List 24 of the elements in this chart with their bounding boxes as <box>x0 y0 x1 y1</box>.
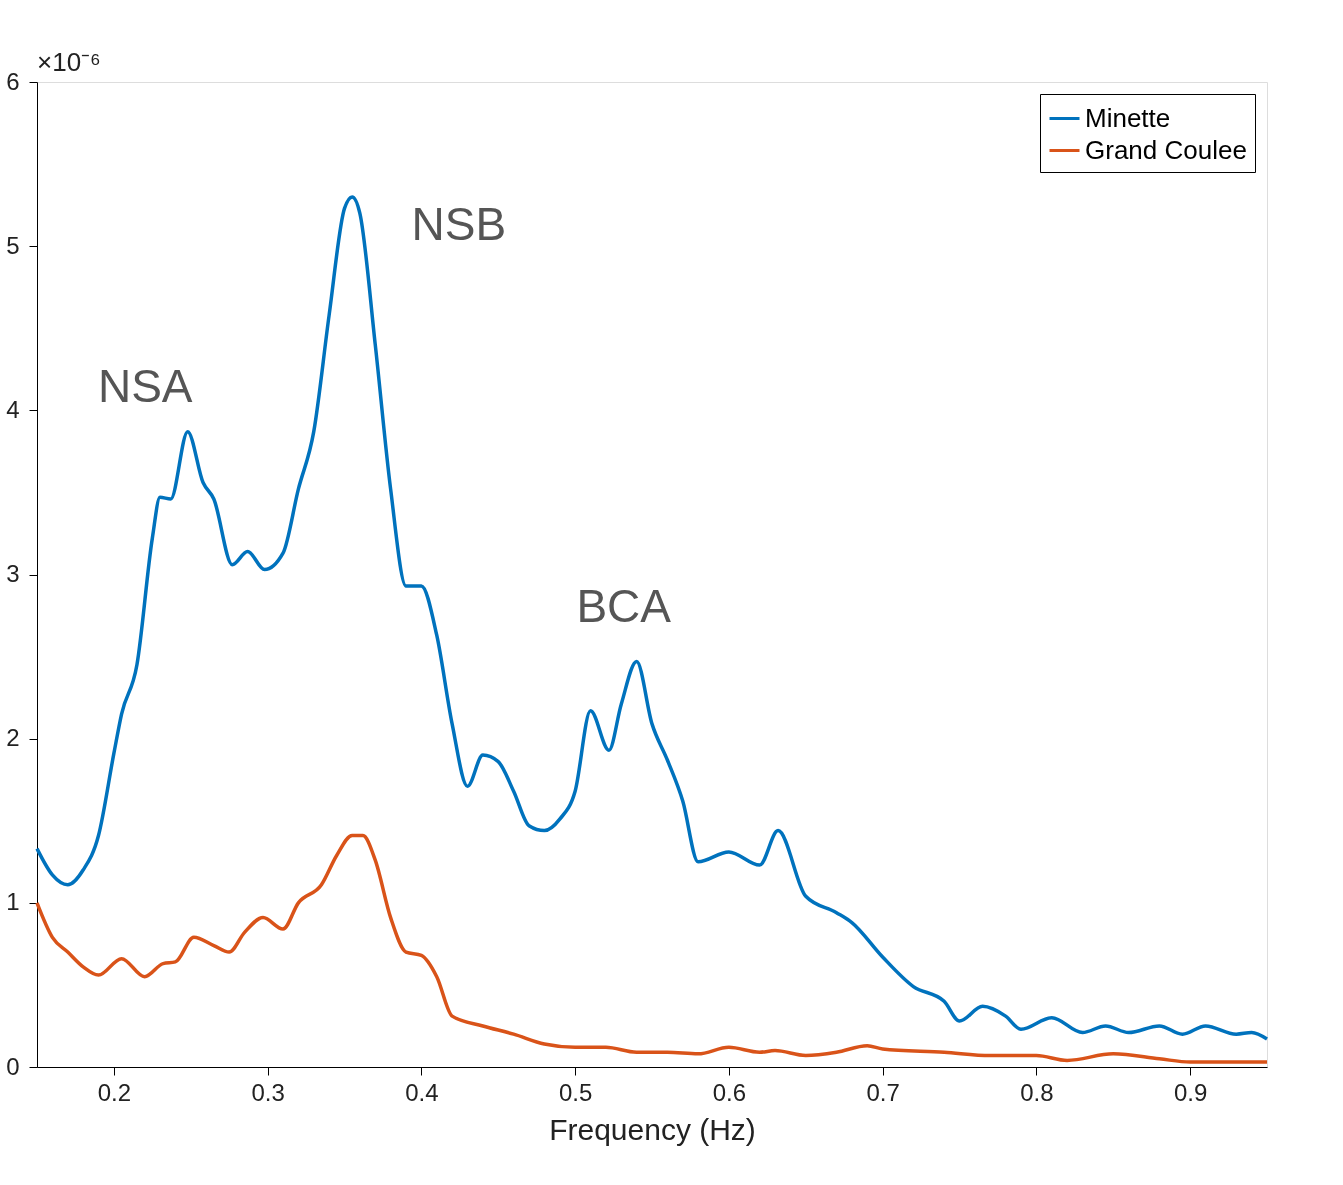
x-tick-label: 0.9 <box>1173 1078 1208 1106</box>
y-tick-label: 1 <box>6 888 20 916</box>
annotation: BCA <box>576 579 672 632</box>
x-tick-label: 0.4 <box>405 1078 439 1106</box>
x-tick-label: 0.2 <box>97 1078 132 1106</box>
annotation: NSA <box>97 360 193 413</box>
legend-label: Minette <box>1085 102 1171 133</box>
x-tick-label: 0.6 <box>712 1078 747 1106</box>
line-series <box>35 833 1269 1064</box>
legend-label: Grand Coulee <box>1085 134 1247 165</box>
annotation: NSB <box>411 197 507 250</box>
y-tick-label: 4 <box>6 395 20 423</box>
text: ×10⁻⁶ <box>37 47 101 77</box>
line-series <box>35 195 1269 1041</box>
y-tick-label: 0 <box>6 1052 20 1080</box>
x-tick-label: 0.5 <box>558 1078 593 1106</box>
y-tick-label: 2 <box>6 724 20 752</box>
x-tick-label: 0.7 <box>866 1078 900 1106</box>
y-tick-label: 5 <box>6 231 20 259</box>
y-tick-label: 6 <box>6 67 20 95</box>
y-tick-label: 3 <box>6 560 20 587</box>
x-axis-title: Frequency (Hz) <box>549 1112 756 1146</box>
x-tick-label: 0.3 <box>251 1078 285 1106</box>
x-tick-label: 0.8 <box>1020 1078 1054 1106</box>
